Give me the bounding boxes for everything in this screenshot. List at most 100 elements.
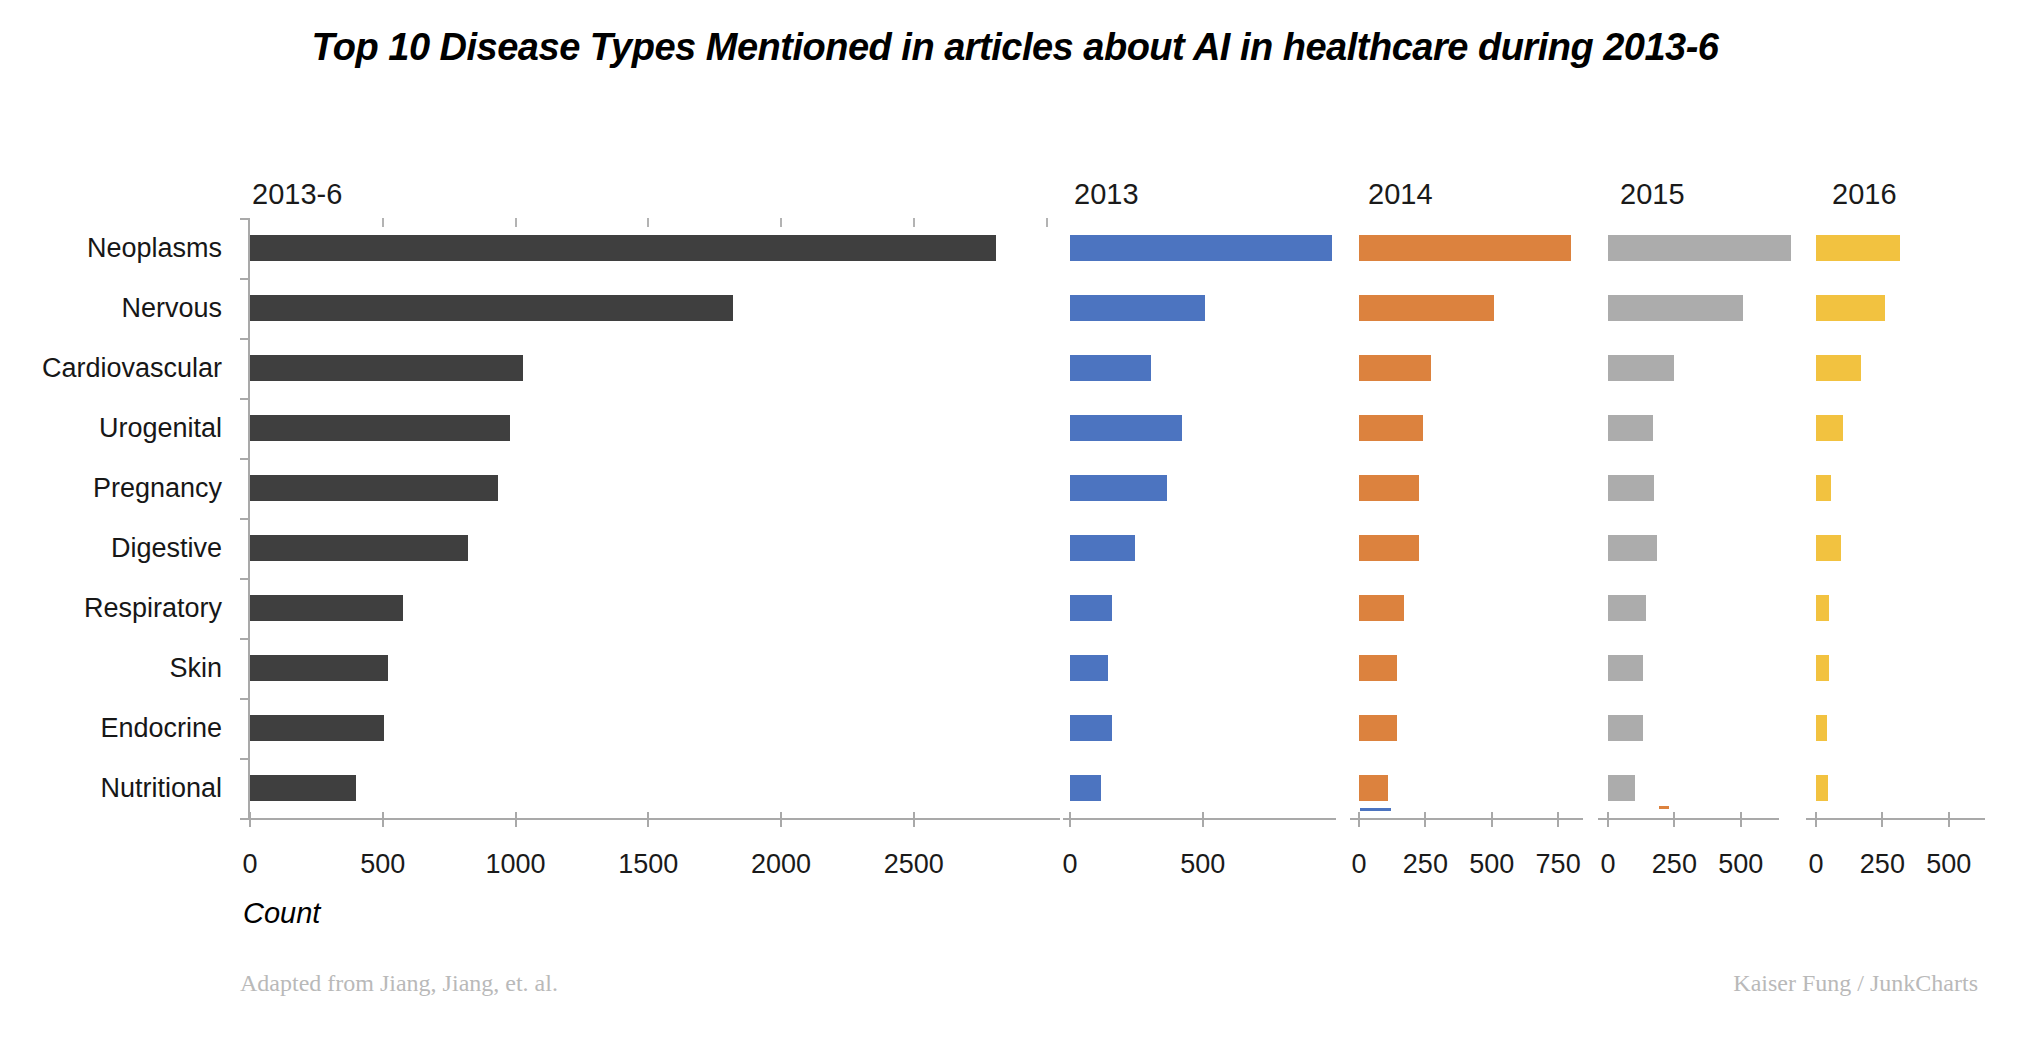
bar-2015-digestive: [1608, 535, 1657, 561]
bar-2015-cardiovascular: [1608, 355, 1674, 381]
bar-2013-digestive: [1070, 535, 1135, 561]
bar-2015-endocrine: [1608, 715, 1643, 741]
bar-2015-urogenital: [1608, 415, 1653, 441]
y-axis-tick: [240, 518, 248, 520]
bar-2016-respiratory: [1816, 595, 1829, 621]
bar-2013-respiratory: [1070, 595, 1112, 621]
x-axis-tick-2013: [1069, 812, 1071, 827]
bar-2016-endocrine: [1816, 715, 1827, 741]
x-axis-tick-label-2013-6: 0: [205, 849, 295, 880]
bar-2016-nervous: [1816, 295, 1885, 321]
top-ruler-tick: [382, 218, 384, 227]
y-axis-tick: [240, 698, 248, 700]
bar-2013-cardiovascular: [1070, 355, 1151, 381]
bar-2016-pregnancy: [1816, 475, 1831, 501]
y-axis-label-urogenital: Urogenital: [0, 414, 222, 442]
panel-header-2015: 2015: [1620, 178, 1685, 211]
x-axis-tick-2016: [1881, 812, 1883, 827]
y-axis-tick: [240, 758, 248, 760]
bar-2013-6-pregnancy: [250, 475, 498, 501]
bar-2016-skin: [1816, 655, 1829, 681]
artifact-orange-dash: [1659, 806, 1669, 809]
chart-title: Top 10 Disease Types Mentioned in articl…: [0, 26, 2030, 69]
bar-2015-skin: [1608, 655, 1643, 681]
x-axis-tick-label-2013-6: 2500: [869, 849, 959, 880]
bar-2013-neoplasms: [1070, 235, 1332, 261]
bar-2014-pregnancy: [1359, 475, 1419, 501]
y-axis-tick: [240, 458, 248, 460]
bar-2013-6-digestive: [250, 535, 468, 561]
bar-2013-pregnancy: [1070, 475, 1167, 501]
x-axis-tick-2014: [1491, 812, 1493, 827]
x-axis-tick-label-2013-6: 1000: [471, 849, 561, 880]
x-axis-tick-2013-6: [647, 812, 649, 827]
bar-2016-digestive: [1816, 535, 1841, 561]
bar-2013-6-nutritional: [250, 775, 356, 801]
x-axis-tick-2015: [1607, 812, 1609, 827]
x-axis-title: Count: [243, 897, 320, 930]
y-axis-tick: [240, 818, 248, 820]
x-axis-tick-2013-6: [382, 812, 384, 827]
source-note: Adapted from Jiang, Jiang, et. al.: [240, 970, 558, 997]
bar-2013-nutritional: [1070, 775, 1101, 801]
y-axis-tick: [240, 578, 248, 580]
panel-header-2014: 2014: [1368, 178, 1433, 211]
x-axis-tick-2013: [1202, 812, 1204, 827]
top-ruler-tick: [515, 218, 517, 227]
y-axis-tick: [240, 638, 248, 640]
artifact-blue-dash: [1360, 808, 1391, 811]
y-axis-label-nutritional: Nutritional: [0, 774, 222, 802]
x-axis-tick-2013-6: [913, 812, 915, 827]
x-axis-line-2013: [1063, 818, 1336, 820]
x-axis-tick-2015: [1740, 812, 1742, 827]
bar-2014-skin: [1359, 655, 1397, 681]
bar-2013-6-skin: [250, 655, 388, 681]
y-axis-label-pregnancy: Pregnancy: [0, 474, 222, 502]
y-axis-label-respiratory: Respiratory: [0, 594, 222, 622]
x-axis-tick-2014: [1557, 812, 1559, 827]
x-axis-line-2015: [1598, 818, 1779, 820]
x-axis-tick-label-2013-6: 1500: [603, 849, 693, 880]
x-axis-tick-label-2016: 500: [1904, 849, 1994, 880]
panel-header-2016: 2016: [1832, 178, 1897, 211]
y-axis-label-digestive: Digestive: [0, 534, 222, 562]
bar-2014-cardiovascular: [1359, 355, 1431, 381]
x-axis-tick-label-2013-6: 2000: [736, 849, 826, 880]
bar-2015-neoplasms: [1608, 235, 1791, 261]
y-axis-label-cardiovascular: Cardiovascular: [0, 354, 222, 382]
x-axis-line-2014: [1350, 818, 1583, 820]
bar-2015-nutritional: [1608, 775, 1635, 801]
bar-2013-skin: [1070, 655, 1108, 681]
bar-2013-6-cardiovascular: [250, 355, 523, 381]
bar-2013-6-urogenital: [250, 415, 510, 441]
bar-2014-nervous: [1359, 295, 1494, 321]
chart-canvas: Top 10 Disease Types Mentioned in articl…: [0, 0, 2030, 1048]
top-ruler-tick: [913, 218, 915, 227]
bar-2013-6-endocrine: [250, 715, 384, 741]
y-axis-label-neoplasms: Neoplasms: [0, 234, 222, 262]
bar-2015-pregnancy: [1608, 475, 1654, 501]
y-axis-label-skin: Skin: [0, 654, 222, 682]
top-ruler-tick: [780, 218, 782, 227]
y-axis-tick: [240, 278, 248, 280]
x-axis-tick-2013-6: [780, 812, 782, 827]
x-axis-tick-label-2013-6: 500: [338, 849, 428, 880]
bar-2014-digestive: [1359, 535, 1419, 561]
x-axis-tick-label-2013: 0: [1025, 849, 1115, 880]
bar-2014-nutritional: [1359, 775, 1388, 801]
panel-header-2013: 2013: [1074, 178, 1139, 211]
credit-note: Kaiser Fung / JunkCharts: [1733, 970, 1978, 997]
bar-2015-nervous: [1608, 295, 1743, 321]
panel-header-2013-6: 2013-6: [252, 178, 342, 211]
bar-2016-nutritional: [1816, 775, 1828, 801]
y-axis-tick: [240, 338, 248, 340]
bar-2013-6-nervous: [250, 295, 733, 321]
x-axis-tick-2016: [1948, 812, 1950, 827]
y-axis-tick: [240, 218, 248, 220]
bar-2013-endocrine: [1070, 715, 1112, 741]
bar-2014-urogenital: [1359, 415, 1423, 441]
y-axis-label-endocrine: Endocrine: [0, 714, 222, 742]
bar-2016-urogenital: [1816, 415, 1843, 441]
y-axis-label-nervous: Nervous: [0, 294, 222, 322]
x-axis-tick-2014: [1424, 812, 1426, 827]
